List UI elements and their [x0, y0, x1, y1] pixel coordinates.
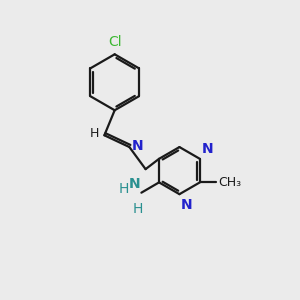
Text: N: N — [181, 198, 193, 212]
Text: Cl: Cl — [108, 35, 122, 49]
Text: H: H — [90, 127, 99, 140]
Text: N: N — [202, 142, 214, 157]
Text: N: N — [128, 177, 140, 191]
Text: H: H — [118, 182, 129, 196]
Text: CH₃: CH₃ — [218, 176, 242, 189]
Text: N: N — [132, 139, 143, 153]
Text: H: H — [133, 202, 143, 215]
